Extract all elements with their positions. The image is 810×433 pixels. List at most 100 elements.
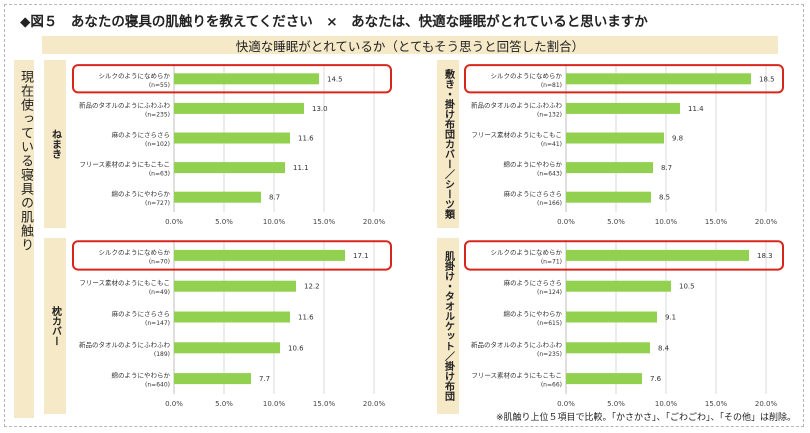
- value-label: 11.6: [298, 135, 314, 143]
- value-label: 10.6: [288, 344, 304, 352]
- category-label: 新品のタオルのようにふわふわ: [471, 100, 563, 109]
- figure-frame: [4, 4, 804, 427]
- x-tick-label: 5.0%: [215, 400, 233, 408]
- x-tick-label: 10.0%: [655, 218, 678, 226]
- category-label: 綿のようにやわらか: [504, 160, 563, 169]
- bar: [174, 249, 345, 261]
- x-tick-label: 20.0%: [363, 218, 386, 226]
- sample-size-label: (n=643): [537, 171, 562, 178]
- segment-label-makura: 枕カバー: [44, 238, 66, 414]
- value-label: 7.7: [259, 375, 270, 383]
- highlight-box: [464, 64, 784, 94]
- category-label: 綿のようにやわらか: [112, 189, 171, 198]
- chart-panel-hadagake: 0.0% 5.0% 10.0% 15.0% 20.0% シルクのようになめらか (n=71)…: [464, 240, 784, 408]
- value-label: 11.4: [688, 105, 704, 113]
- bar: [566, 311, 657, 323]
- category-label: 麻のようにさらさら: [112, 130, 170, 139]
- category-label: フリース素材のようにもこもこ: [79, 160, 170, 169]
- x-tick-label: 20.0%: [755, 400, 778, 408]
- footnote: ※肌触り上位５項目で比較。「かさかさ」、「ごわごわ」、「その他」は削除。: [495, 413, 796, 423]
- category-label: 新品のタオルのようにふわふわ: [79, 100, 171, 109]
- x-tick-label: 15.0%: [705, 218, 728, 226]
- x-tick-label: 0.0%: [165, 218, 183, 226]
- category-label: 新品のタオルのようにふわふわ: [471, 340, 563, 349]
- sample-size-label: (n=81): [541, 82, 562, 89]
- x-tick-label: 5.0%: [215, 218, 233, 226]
- bar: [174, 342, 280, 354]
- value-label: 8.7: [661, 164, 672, 172]
- sample-size-label: (n=615): [537, 320, 562, 327]
- chart-panel-nemaki: 0.0% 5.0% 10.0% 15.0% 20.0% シルクのようになめらか (n=55)…: [72, 64, 392, 226]
- bar: [174, 373, 251, 385]
- value-label: 8.4: [658, 344, 670, 352]
- bar: [566, 342, 650, 354]
- sample-size-label: (n=147): [145, 320, 170, 327]
- value-label: 8.5: [659, 194, 670, 202]
- segment-label-shikigake: 敷き・掛け布団カバー／シーツ類: [437, 60, 459, 228]
- category-label: フリース素材のようにもこもこ: [79, 278, 170, 287]
- bar: [566, 280, 671, 292]
- bar: [566, 373, 642, 385]
- segment-label-nemaki: ねまき: [44, 60, 66, 228]
- x-tick-label: 10.0%: [263, 400, 286, 408]
- category-label: 新品のタオルのようにふわふわ: [79, 340, 171, 349]
- value-label: 9.1: [665, 314, 676, 322]
- sample-size-label: (n=66): [541, 382, 562, 389]
- bar: [566, 162, 653, 174]
- value-label: 17.1: [353, 252, 369, 260]
- chart-panel-makura: 0.0% 5.0% 10.0% 15.0% 20.0% シルクのようになめらか (n=70)…: [72, 240, 392, 408]
- x-tick-label: 0.0%: [557, 400, 575, 408]
- x-tick-label: 10.0%: [655, 400, 678, 408]
- sample-size-label: (n=55): [149, 82, 170, 89]
- value-label: 12.2: [304, 283, 320, 291]
- category-label: シルクのようになめらか: [491, 248, 563, 256]
- sample-size-label: (n=102): [145, 141, 170, 148]
- value-label: 9.8: [672, 135, 683, 143]
- x-tick-label: 15.0%: [313, 400, 336, 408]
- category-label: シルクのようになめらか: [99, 248, 171, 256]
- category-label: 綿のようにやわらか: [504, 309, 563, 318]
- x-tick-label: 15.0%: [705, 400, 728, 408]
- category-label: フリース素材のようにもこもこ: [471, 130, 562, 139]
- highlight-box: [72, 240, 392, 271]
- category-label: シルクのようになめらか: [99, 72, 171, 80]
- bar: [566, 191, 651, 203]
- sample-size-label: (189): [154, 351, 170, 358]
- value-label: 18.3: [757, 252, 773, 260]
- bar: [174, 132, 290, 144]
- category-label: 麻のようにさらさら: [504, 278, 562, 287]
- bar: [174, 162, 285, 174]
- x-tick-label: 5.0%: [607, 400, 625, 408]
- bar: [174, 311, 290, 323]
- category-label: 綿のようにやわらか: [112, 371, 171, 380]
- figure-title: ◆図５ あなたの寝具の肌触りを教えてください × あなたは、快適な睡眠がとれてい…: [20, 14, 648, 30]
- value-label: 18.5: [759, 75, 775, 83]
- value-label: 13.0: [312, 105, 328, 113]
- bar: [566, 132, 664, 144]
- left-axis-band: [14, 60, 34, 418]
- category-label: シルクのようになめらか: [491, 72, 563, 80]
- value-label: 14.5: [327, 75, 343, 83]
- bar: [174, 280, 296, 292]
- category-label: フリース素材のようにもこもこ: [471, 371, 562, 380]
- category-label: 麻のようにさらさら: [504, 189, 562, 198]
- value-label: 7.6: [650, 375, 662, 383]
- highlight-box: [464, 240, 784, 271]
- bar: [174, 102, 304, 114]
- chart-panel-shikigake: 0.0% 5.0% 10.0% 15.0% 20.0% シルクのようになめらか (n=81)…: [464, 64, 784, 226]
- sample-size-label: (n=41): [541, 141, 562, 148]
- bar: [174, 191, 261, 203]
- bar: [566, 102, 680, 114]
- sample-size-label: (n=63): [149, 171, 170, 178]
- x-tick-label: 0.0%: [557, 218, 575, 226]
- left-axis-label: 現在使っている寝具の肌触り: [18, 70, 33, 252]
- segment-label-hadagake: 肌掛け・タオルケット／掛け布団: [437, 238, 459, 414]
- x-tick-label: 15.0%: [313, 218, 336, 226]
- sample-size-label: (n=727): [145, 200, 170, 207]
- sample-size-label: (n=70): [149, 258, 170, 265]
- sample-size-label: (n=71): [541, 258, 562, 265]
- value-label: 11.1: [293, 164, 309, 172]
- sample-size-label: (n=132): [537, 111, 562, 118]
- sample-size-label: (n=640): [145, 382, 170, 389]
- sample-size-label: (n=166): [537, 200, 562, 207]
